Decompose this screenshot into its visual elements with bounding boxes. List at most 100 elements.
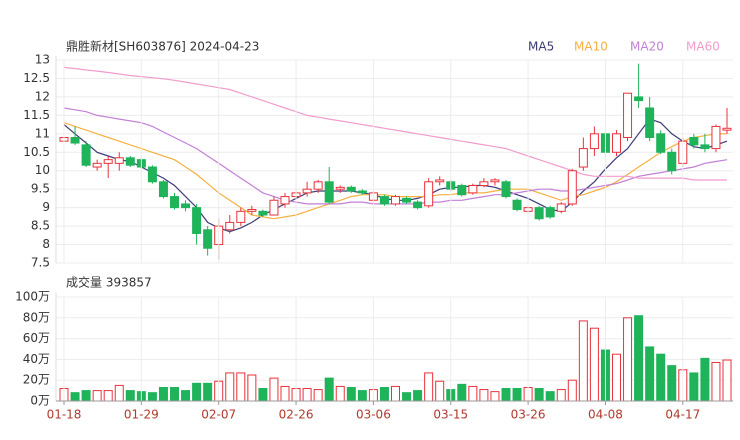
candle-body <box>589 133 599 150</box>
candle-body <box>225 221 235 231</box>
volume-bar <box>203 382 213 402</box>
volume-bar <box>634 315 644 402</box>
candle-body <box>346 186 356 192</box>
candle-body <box>545 207 555 218</box>
volume-bar <box>335 385 345 402</box>
candle-body <box>313 181 323 190</box>
candle-body <box>302 188 312 194</box>
candle-body <box>258 210 268 216</box>
volume-bar <box>468 385 478 402</box>
candle-body <box>236 210 246 223</box>
volume-bar <box>269 377 279 402</box>
y-tick-label: 11 <box>35 126 50 140</box>
volume-bar <box>545 391 555 402</box>
x-tick-label: 03-26 <box>511 408 546 422</box>
candle-body <box>269 199 279 216</box>
candle-body <box>114 157 124 164</box>
volume-bar <box>435 380 445 402</box>
volume-bar <box>556 389 566 402</box>
volume-bar <box>170 386 179 402</box>
y-tick-label: 9 <box>42 200 50 214</box>
candle-body <box>424 181 434 207</box>
candle-body <box>656 133 666 153</box>
y-tick-label: 100万 <box>15 290 50 304</box>
volume-bar <box>612 353 621 402</box>
volume-bar <box>258 388 268 402</box>
volume-bar <box>512 388 522 402</box>
x-tick-label: 04-08 <box>588 408 623 422</box>
y-tick-label: 9.5 <box>31 182 50 196</box>
candle-body <box>534 207 544 220</box>
y-tick-label: 11.5 <box>23 108 50 122</box>
volume-bar <box>324 377 334 402</box>
volume-bar <box>379 386 389 402</box>
candle-body <box>501 181 511 198</box>
volume-bar <box>567 379 577 402</box>
candle-body <box>324 181 334 203</box>
candle-body <box>103 159 113 164</box>
candle-body <box>567 170 577 205</box>
volume-bar <box>534 388 544 402</box>
volume-bar <box>313 389 323 402</box>
chart-title: 鼎胜新材[SH603876] 2024-04-23 <box>66 39 259 54</box>
x-tick-label: 01-29 <box>124 408 159 422</box>
x-tick-label: 02-07 <box>201 408 236 422</box>
candle-body <box>490 179 500 183</box>
volume-bar <box>501 388 511 402</box>
volume-bar <box>236 372 246 402</box>
volume-bar <box>578 320 588 402</box>
candle-body <box>667 151 677 172</box>
volume-bar <box>346 386 356 402</box>
volume-bar <box>645 346 655 402</box>
legend-label: MA60 <box>686 40 720 54</box>
volume-bar <box>280 385 290 402</box>
candle-body <box>468 184 478 194</box>
candle-body <box>70 137 80 144</box>
y-tick-label: 8 <box>42 237 50 251</box>
volume-bar <box>302 388 312 402</box>
candle-body <box>700 144 710 150</box>
volume-bar <box>722 359 732 402</box>
candle-body <box>335 186 345 190</box>
candle-body <box>711 125 721 150</box>
ma-line <box>63 66 727 181</box>
y-tick-label: 60万 <box>23 331 50 345</box>
volume-title: 成交量 393857 <box>66 275 152 290</box>
volume-bar <box>125 390 135 402</box>
candle-body <box>247 208 257 212</box>
volume-bar <box>700 357 710 402</box>
volume-bar <box>70 392 80 402</box>
candle-body <box>413 201 423 209</box>
y-tick-label: 8.5 <box>31 219 50 233</box>
legend-label: MA20 <box>630 40 664 54</box>
candle-body <box>612 133 621 153</box>
candle-body <box>689 137 699 146</box>
volume-bar <box>147 392 157 402</box>
candle-body <box>479 181 489 186</box>
volume-bar <box>158 386 168 402</box>
candle-body <box>402 197 412 203</box>
volume-bar <box>479 389 489 402</box>
volume-bar <box>589 327 599 402</box>
x-tick-label: 03-06 <box>356 408 391 422</box>
candle-body <box>457 184 467 196</box>
volume-bar <box>490 391 500 402</box>
y-tick-label: 12.5 <box>23 71 50 85</box>
volume-bar <box>247 374 257 402</box>
volume-bar <box>689 372 699 402</box>
candle-body <box>391 196 400 205</box>
candle-body <box>81 144 91 166</box>
volume-bar <box>667 365 677 402</box>
candle-body <box>158 181 168 198</box>
candle-body <box>147 166 157 183</box>
candle-body <box>634 96 644 102</box>
x-tick-label: 04-17 <box>665 408 700 422</box>
y-tick-label: 10.5 <box>23 145 50 159</box>
candle-body <box>512 199 522 210</box>
volume-bar <box>357 390 367 402</box>
y-tick-label: 7.5 <box>31 256 50 270</box>
volume-bar <box>192 382 202 402</box>
x-tick-label: 03-15 <box>433 408 468 422</box>
y-tick-label: 10 <box>35 163 50 177</box>
candle-body <box>578 148 588 168</box>
